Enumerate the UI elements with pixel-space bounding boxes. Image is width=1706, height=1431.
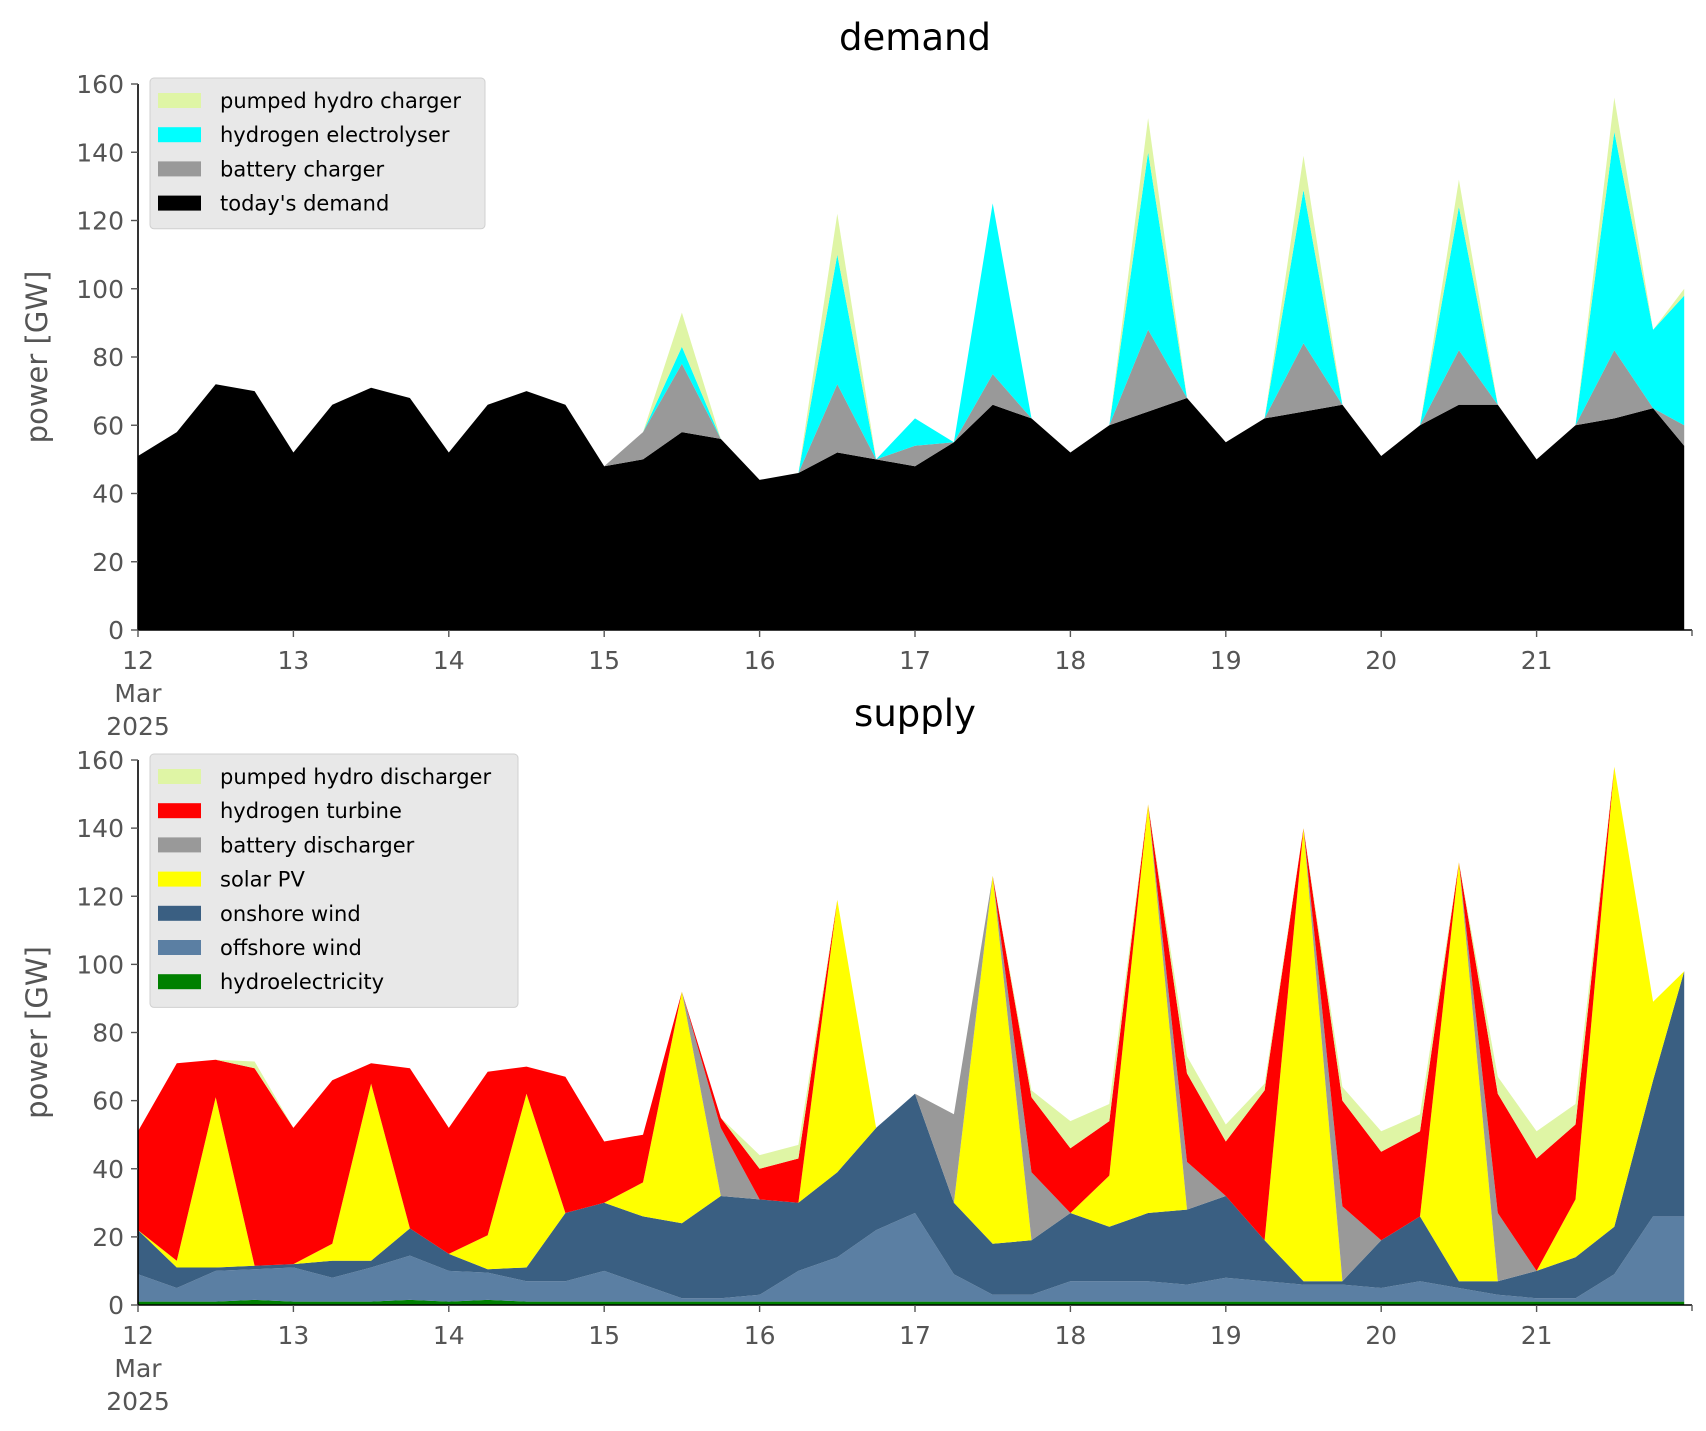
supply-x-tick-label: 20 (1365, 1321, 1397, 1350)
supply-x-tick-sublabel: 2025 (106, 1387, 170, 1416)
supply-x-tick-label: 19 (1210, 1321, 1242, 1350)
supply-y-tick-label: 0 (108, 1291, 124, 1320)
supply-legend-swatch-pumped-hydro-discharger (158, 769, 201, 784)
supply-legend-swatch-battery-discharger (158, 837, 201, 853)
supply-legend-label-offshore-wind: offshore wind (220, 936, 362, 960)
supply-x-tick-label: 17 (899, 1321, 931, 1350)
demand-x-tick-label: 12 (122, 646, 154, 675)
demand-legend-label-today-s-demand: today's demand (220, 192, 389, 216)
supply-y-tick-label: 140 (76, 814, 124, 843)
demand-y-tick-label: 160 (76, 70, 124, 99)
supply-legend-label-solar-pv: solar PV (220, 868, 305, 892)
demand-legend-swatch-today-s-demand (158, 195, 201, 211)
supply-legend-box (149, 753, 519, 1008)
supply-x-tick-sublabel: Mar (114, 1354, 162, 1383)
demand-legend-label-hydrogen-electrolyser: hydrogen electrolyser (220, 123, 450, 147)
supply-legend-swatch-solar-pv (158, 871, 201, 887)
supply-legend-swatch-hydroelectricity (158, 974, 201, 990)
supply-area-solar-pv (138, 766, 1685, 1282)
demand-y-tick-label: 100 (76, 275, 124, 304)
supply-x-tick-label: 18 (1054, 1321, 1086, 1350)
supply-x-tick-label: 21 (1521, 1321, 1553, 1350)
supply-legend-label-onshore-wind: onshore wind (220, 902, 361, 926)
demand-legend-swatch-battery-charger (158, 161, 201, 177)
demand-x-tick-label: 13 (277, 646, 309, 675)
supply-legend-swatch-hydrogen-turbine (158, 803, 201, 819)
demand-y-tick-label: 140 (76, 138, 124, 167)
demand-y-tick-label: 60 (92, 411, 124, 440)
demand-x-tick-label: 21 (1521, 646, 1553, 675)
supply-x-tick-label: 12 (122, 1321, 154, 1350)
supply-legend-label-battery-discharger: battery discharger (220, 833, 415, 857)
demand-legend-box (149, 77, 486, 230)
demand-x-tick-label: 18 (1054, 646, 1086, 675)
supply-legend-label-pumped-hydro-discharger: pumped hydro discharger (220, 765, 491, 789)
demand-legend-label-battery-charger: battery charger (220, 157, 385, 181)
supply-x-tick-label: 16 (744, 1321, 776, 1350)
supply-x-tick-label: 15 (588, 1321, 620, 1350)
supply-area-hydroelectricity (138, 1299, 1685, 1305)
supply-y-tick-label: 120 (76, 882, 124, 911)
demand-y-tick-label: 0 (108, 616, 124, 645)
supply-area-onshore-wind (138, 971, 1685, 1299)
demand-y-tick-label: 120 (76, 207, 124, 236)
supply-y-label: power [GW] (20, 946, 54, 1119)
supply-legend-swatch-onshore-wind (158, 905, 201, 921)
supply-y-tick-label: 100 (76, 950, 124, 979)
demand-x-tick-label: 17 (899, 646, 931, 675)
demand-legend-label-pumped-hydro-charger: pumped hydro charger (220, 89, 461, 113)
supply-y-tick-label: 80 (92, 1019, 124, 1048)
demand-y-tick-label: 40 (92, 480, 124, 509)
demand-x-tick-label: 20 (1365, 646, 1397, 675)
supply-title: supply (854, 692, 976, 735)
supply-panel: supply 0 20 40 60 80 100 120 140 160 12 Mar 2025 13 14… (20, 692, 1693, 1416)
supply-legend-label-hydroelectricity: hydroelectricity (220, 970, 384, 994)
demand-x-tick-sublabel: Mar (114, 679, 162, 708)
supply-area-offshore-wind (138, 1213, 1685, 1302)
supply-area-hydrogen-turbine (138, 766, 1685, 1271)
supply-y-tick-label: 40 (92, 1155, 124, 1184)
demand-x-tick-label: 15 (588, 646, 620, 675)
supply-legend: pumped hydro discharger hydrogen turbine b… (149, 753, 519, 1008)
supply-legend-label-hydrogen-turbine: hydrogen turbine (220, 799, 402, 823)
demand-area-battery-charger (138, 329, 1685, 480)
demand-x-tick-label: 16 (744, 646, 776, 675)
supply-x-tick-label: 13 (277, 1321, 309, 1350)
supply-y-tick-label: 20 (92, 1223, 124, 1252)
demand-y-label: power [GW] (20, 271, 54, 444)
demand-y-tick-label: 20 (92, 548, 124, 577)
demand-y-tick-label: 80 (92, 343, 124, 372)
supply-y-tick-label: 160 (76, 746, 124, 775)
supply-legend-swatch-offshore-wind (158, 940, 201, 955)
supply-y-tick-label: 60 (92, 1087, 124, 1116)
demand-legend: pumped hydro charger hydrogen electrolyse… (149, 77, 486, 230)
demand-legend-swatch-pumped-hydro-charger (158, 93, 201, 108)
demand-x-tick-label: 14 (433, 646, 465, 675)
demand-x-tick-label: 19 (1210, 646, 1242, 675)
demand-panel: demand 0 20 40 60 80 100 120 140 160 12 Mar 2025 13 14… (20, 16, 1693, 741)
demand-title: demand (839, 16, 991, 59)
demand-legend-swatch-hydrogen-electrolyser (158, 127, 201, 143)
demand-x-tick-sublabel: 2025 (106, 712, 170, 741)
supply-x-tick-label: 14 (433, 1321, 465, 1350)
supply-area-pumped-hydro-discharger (138, 766, 1685, 1169)
demand-area-today-s-demand (138, 384, 1685, 630)
